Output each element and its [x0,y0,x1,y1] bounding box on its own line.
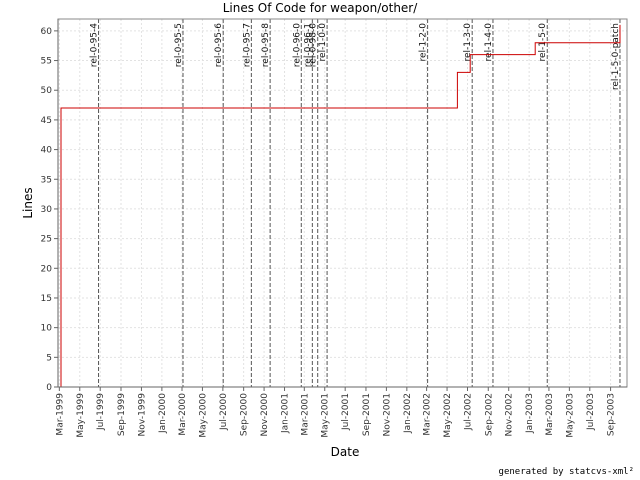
y-tick-label: 30 [41,205,53,215]
y-tick-label: 50 [41,86,53,96]
x-tick-label: Mar-2000 [178,393,188,436]
y-tick-label: 60 [41,27,53,37]
x-tick-label: Sep-2000 [240,393,250,436]
x-tick-label: Jul-2003 [586,393,596,431]
y-tick-label: 35 [41,175,52,185]
footer-credit: generated by statcvs-xml² [499,467,634,477]
x-tick-label: Jul-2001 [341,393,351,431]
y-tick-label: 20 [41,264,53,274]
release-marker-label: rel-1-4-0 [484,23,494,62]
release-marker-label: rel-0-95-4 [90,23,100,67]
y-tick-label: 25 [41,235,52,245]
x-tick-label: Sep-2001 [362,393,372,436]
y-tick-label: 0 [46,383,52,393]
release-marker-label: rel-1-5-0 [538,23,548,62]
x-tick-label: Jan-2003 [525,393,535,434]
release-marker-label: rel-0-95-6 [214,23,224,67]
x-tick-label: Jan-2001 [281,393,291,434]
x-axis: Mar-1999 May-1999 Jul-1999 Sep-1999 Nov-1999… [55,386,627,438]
grid-lines [58,19,627,388]
y-axis: 0 5 10 15 20 25 30 35 40 45 50 55 60 [41,19,59,393]
x-tick-label: Sep-2002 [484,393,494,436]
release-marker-label: rel-1-5-0-patch [611,23,621,90]
loc-series-line [60,24,621,387]
release-markers: rel-0-95-4 rel-0-95-5 rel-0-95-6 rel-0-95-7… [90,19,621,387]
release-marker-label: rel-0-98-0 [309,23,319,67]
x-tick-label: May-2001 [321,393,331,438]
x-tick-label: Jul-2002 [463,393,473,431]
y-tick-label: 40 [41,146,53,156]
y-tick-label: 55 [41,57,52,67]
x-tick-label: May-2003 [565,393,575,438]
plot-frame [57,18,628,388]
x-tick-label: Mar-1999 [55,393,65,436]
x-tick-label: Mar-2003 [545,393,555,436]
x-tick-label: Jan-2002 [403,393,413,434]
x-tick-label: Nov-2000 [260,393,270,437]
release-marker-label: rel-0-95-8 [261,23,271,67]
release-marker-label: rel-1-0-0 [318,23,328,62]
y-tick-label: 5 [46,353,52,363]
release-marker-label: rel-1-3-0 [463,23,473,62]
y-axis-label: Lines [21,187,35,218]
release-marker-label: rel-0-96-1 [303,23,313,67]
x-tick-label: Jul-1999 [96,393,106,431]
release-marker-label: rel-0-95-7 [242,23,252,67]
y-tick-label: 15 [41,294,52,304]
x-tick-label: Mar-2001 [300,393,310,436]
x-tick-label: Sep-1999 [117,393,127,436]
x-axis-label: Date [331,445,360,459]
x-tick-label: Nov-2001 [382,393,392,436]
chart-title: Lines Of Code for weapon/other/ [223,1,419,15]
x-tick-label: Jul-2000 [219,393,229,431]
x-tick-label: May-2002 [443,393,453,438]
series-lines [60,24,621,387]
release-marker-label: rel-1-2-0 [419,23,429,62]
x-tick-label: Sep-2003 [607,393,617,436]
x-tick-label: Mar-2002 [423,393,433,436]
y-tick-label: 45 [41,116,52,126]
x-tick-label: Nov-1999 [137,393,147,437]
y-tick-label: 10 [41,324,53,334]
x-tick-label: May-2000 [198,393,208,438]
release-marker-label: rel-0-96-0 [292,23,302,67]
x-tick-label: Nov-2002 [505,393,515,436]
x-tick-label: May-1999 [76,393,86,438]
x-tick-label: Jan-2000 [158,393,168,434]
release-marker-label: rel-0-95-5 [174,23,184,67]
